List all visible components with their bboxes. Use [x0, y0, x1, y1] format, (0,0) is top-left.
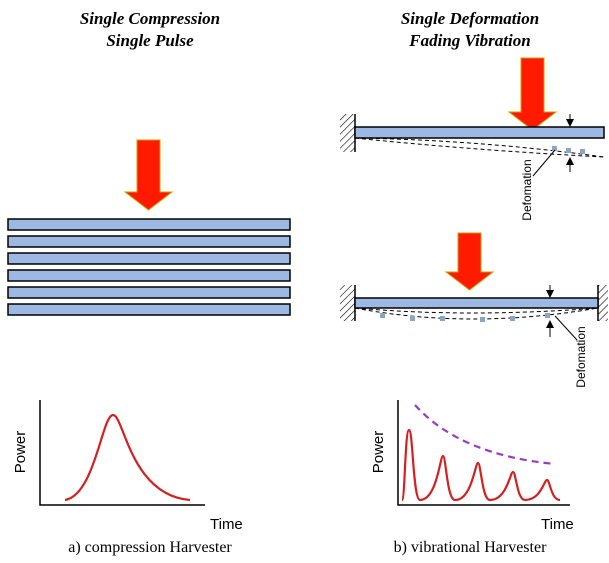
- fixed-beam: [354, 297, 599, 309]
- wall: [340, 114, 355, 152]
- deformation-label: Defomation: [574, 326, 588, 387]
- deflection: [354, 137, 605, 158]
- envelope: [414, 404, 556, 466]
- force-arrow: [123, 139, 174, 211]
- wall: [340, 285, 355, 321]
- left-x-label: Time: [210, 516, 243, 533]
- right-title-1: Single Deformation: [401, 9, 539, 28]
- right-x-label: Time: [541, 516, 574, 533]
- right-axes: [397, 400, 570, 506]
- left-y-label: Power: [12, 431, 29, 474]
- force-arrow: [507, 57, 558, 131]
- left-title-2: Single Pulse: [106, 31, 194, 50]
- force-arrow: [444, 232, 495, 291]
- left-title-1: Single Compression: [80, 9, 220, 28]
- vibration-curve: [400, 428, 561, 502]
- deformation-label: Defomation: [520, 159, 534, 220]
- right-title-2: Fading Vibration: [408, 31, 530, 50]
- pulse-curve: [64, 413, 191, 502]
- plates: [7, 218, 291, 316]
- deflection: [354, 307, 599, 320]
- wall: [598, 285, 608, 321]
- cantilever-beam: [354, 126, 605, 139]
- left-axes: [39, 400, 205, 506]
- right-caption: b) vibrational Harvester: [394, 539, 548, 556]
- right-y-label: Power: [370, 431, 387, 474]
- left-caption: a) compression Harvester: [68, 539, 232, 556]
